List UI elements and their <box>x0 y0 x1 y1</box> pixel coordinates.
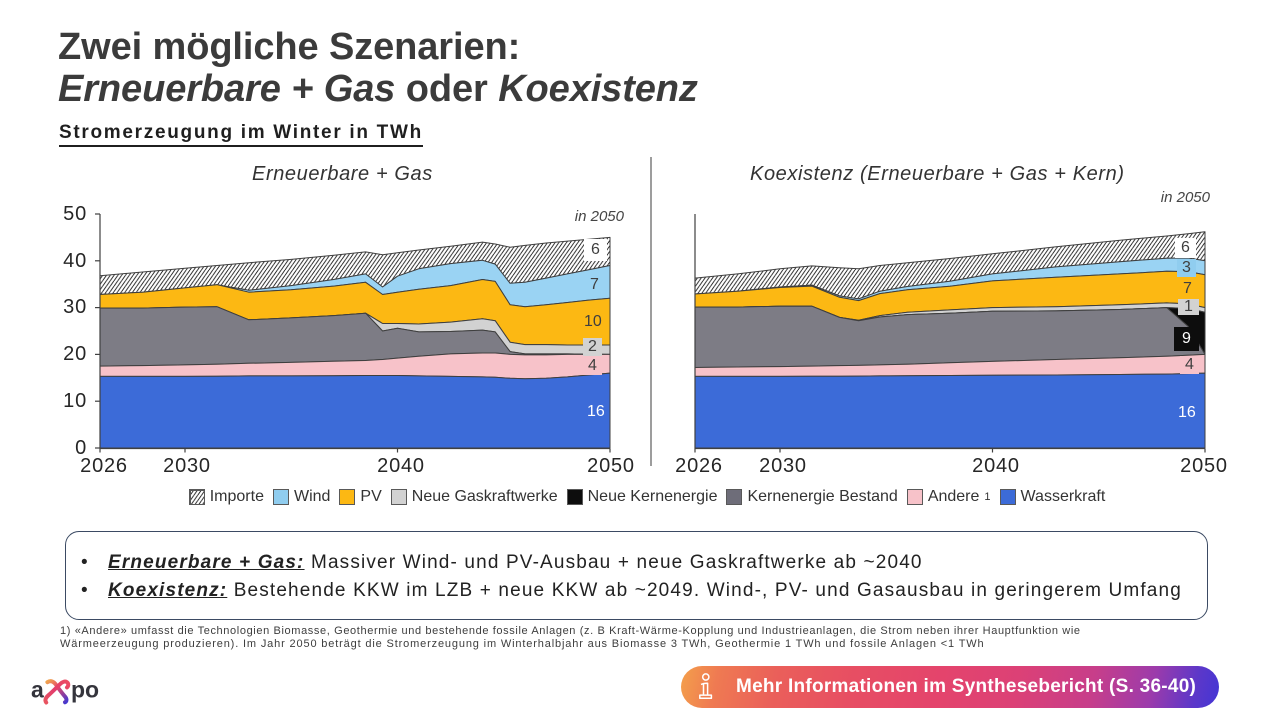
svg-text:po: po <box>71 677 99 703</box>
svg-text:a: a <box>31 677 44 703</box>
